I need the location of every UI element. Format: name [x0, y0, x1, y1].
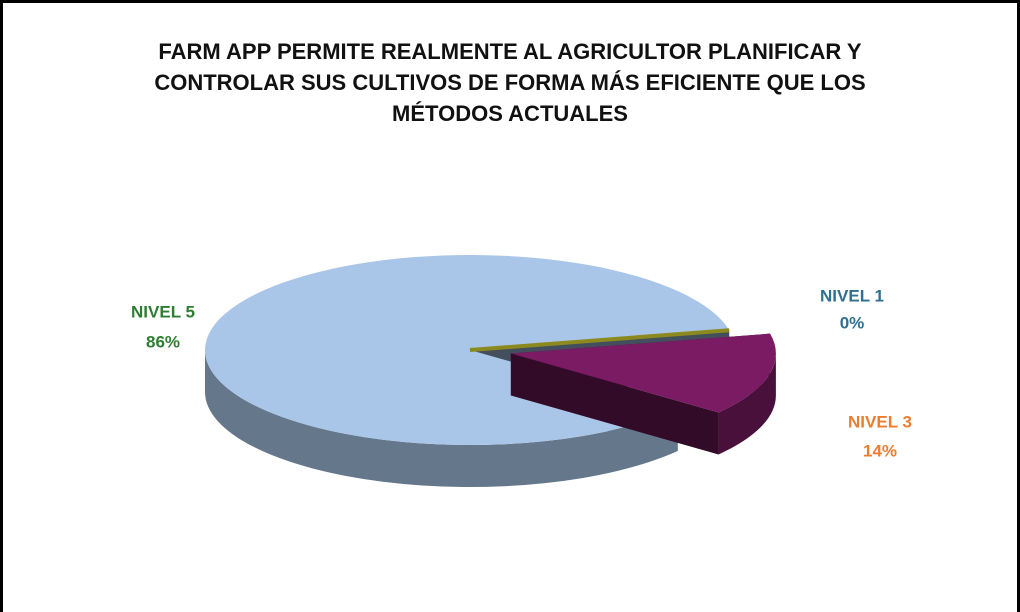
- slice-value-label: 14%: [863, 441, 897, 460]
- slice-label: NIVEL 3: [848, 412, 912, 431]
- chart-title: FARM APP PERMITE REALMENTE AL AGRICULTOR…: [154, 39, 866, 126]
- slice-side: [718, 353, 776, 455]
- slice-edge: [469, 328, 730, 352]
- slice: [469, 328, 730, 352]
- slice-label: NIVEL 5: [131, 302, 195, 321]
- slice: [510, 333, 776, 455]
- slice-value-label: 86%: [146, 332, 180, 351]
- slice-side: [204, 350, 678, 487]
- slice-value-label: 0%: [840, 313, 865, 332]
- slice-top: [510, 333, 776, 413]
- slice-wall: [510, 353, 719, 455]
- slice-label: NIVEL 1: [820, 286, 884, 305]
